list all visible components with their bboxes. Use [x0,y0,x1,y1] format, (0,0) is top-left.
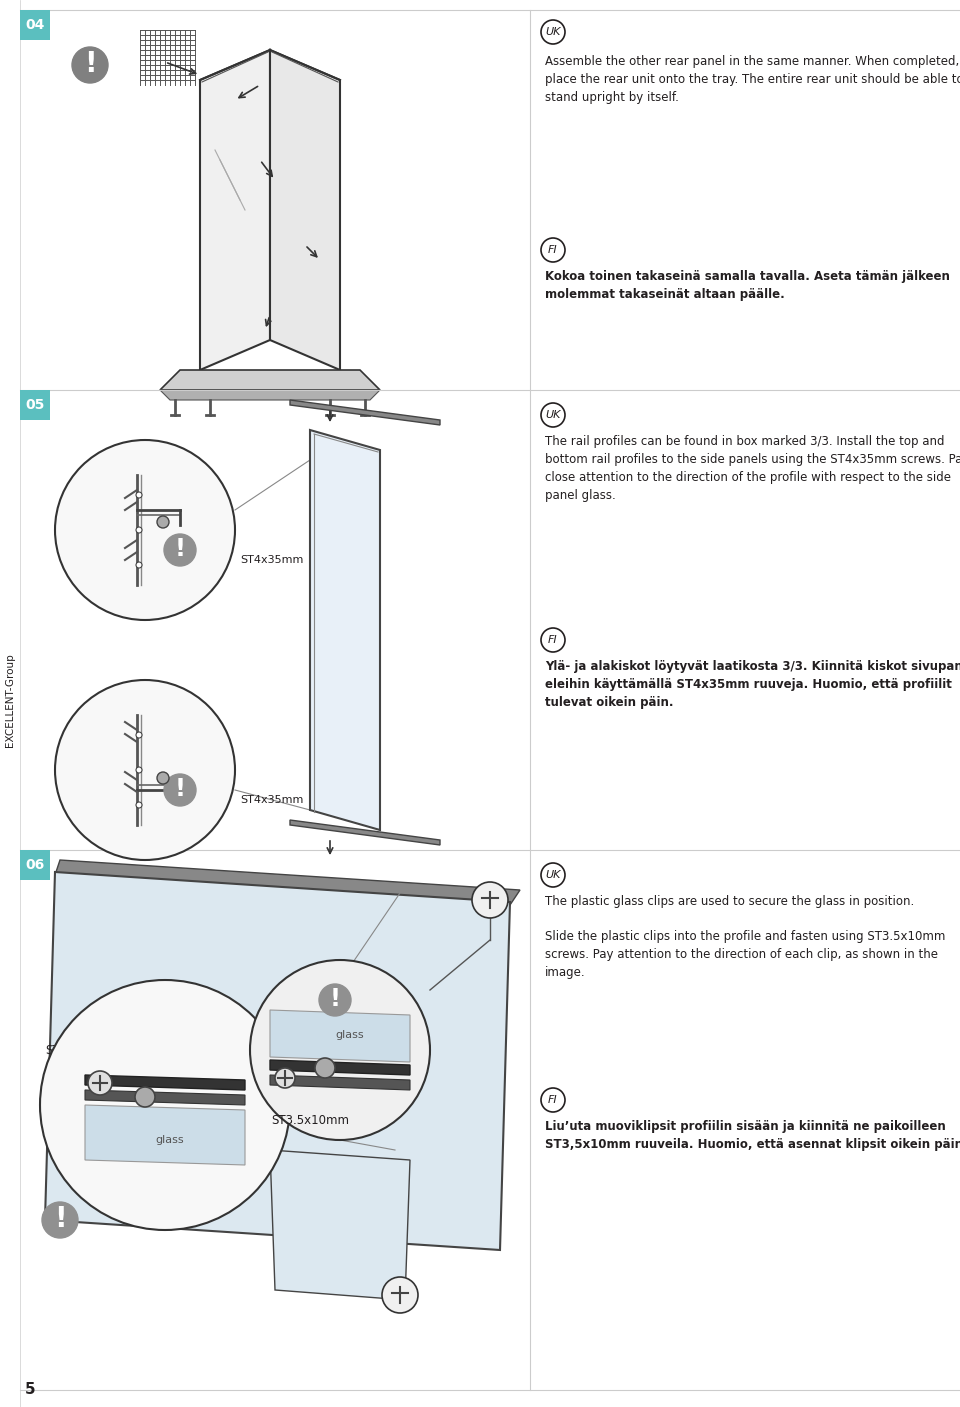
Text: UK: UK [545,409,561,421]
Circle shape [315,1058,335,1078]
Text: glass: glass [156,1135,184,1145]
Polygon shape [270,51,340,370]
Circle shape [136,767,142,772]
Text: FI: FI [548,1095,558,1104]
Circle shape [136,528,142,533]
Polygon shape [310,431,380,830]
Polygon shape [270,1150,410,1300]
Polygon shape [55,860,520,905]
Circle shape [135,1088,155,1107]
Circle shape [164,535,196,566]
Circle shape [136,492,142,498]
Text: !: ! [329,986,341,1010]
Text: The plastic glass clips are used to secure the glass in position.: The plastic glass clips are used to secu… [545,895,914,908]
Circle shape [250,960,430,1140]
Polygon shape [200,51,270,370]
FancyBboxPatch shape [20,850,50,879]
Text: FI: FI [548,635,558,644]
Circle shape [72,46,108,83]
Circle shape [472,882,508,917]
Polygon shape [290,400,440,425]
Text: Ylä- ja alakiskot löytyvät laatikosta 3/3. Kiinnitä kiskot sivupan-
eleihin käyt: Ylä- ja alakiskot löytyvät laatikosta 3/… [545,660,960,709]
Text: !: ! [84,49,96,77]
Circle shape [382,1278,418,1313]
Polygon shape [270,1075,410,1090]
Polygon shape [85,1075,245,1090]
Circle shape [319,983,351,1016]
Text: ST4x35mm: ST4x35mm [240,554,303,566]
Polygon shape [85,1104,245,1165]
Text: Slide the plastic clips into the profile and fasten using ST3.5x10mm
screws. Pay: Slide the plastic clips into the profile… [545,930,946,979]
Polygon shape [290,820,440,846]
Circle shape [275,1068,295,1088]
FancyBboxPatch shape [20,10,50,39]
Text: 04: 04 [25,18,45,32]
Text: 5: 5 [25,1382,36,1397]
Circle shape [55,680,235,860]
Text: EXCELLENT-Group: EXCELLENT-Group [5,653,15,747]
Circle shape [164,774,196,806]
Polygon shape [270,1059,410,1075]
Polygon shape [45,872,510,1249]
Circle shape [40,981,290,1230]
Text: 05: 05 [25,398,45,412]
Circle shape [157,516,169,528]
Circle shape [88,1071,112,1095]
Polygon shape [160,370,380,390]
Text: ST3.5x10mm: ST3.5x10mm [45,1044,123,1057]
Polygon shape [85,1090,245,1104]
Polygon shape [270,1010,410,1062]
Circle shape [157,772,169,784]
Text: Assemble the other rear panel in the same manner. When completed,
place the rear: Assemble the other rear panel in the sam… [545,55,960,104]
Text: ST4x35mm: ST4x35mm [240,795,303,805]
Text: !: ! [175,777,185,801]
Text: !: ! [175,536,185,561]
Text: 06: 06 [25,858,44,872]
Polygon shape [160,390,380,400]
Text: The rail profiles can be found in box marked 3/3. Install the top and
bottom rai: The rail profiles can be found in box ma… [545,435,960,502]
Text: UK: UK [545,870,561,879]
Text: UK: UK [545,27,561,37]
Circle shape [136,802,142,808]
Circle shape [42,1202,78,1238]
Text: glass: glass [336,1030,364,1040]
Text: ST3.5x10mm: ST3.5x10mm [271,1113,349,1127]
Text: Liu’uta muoviklipsit profiilin sisään ja kiinnitä ne paikoilleen
ST3,5x10mm ruuv: Liu’uta muoviklipsit profiilin sisään ja… [545,1120,960,1151]
FancyBboxPatch shape [20,390,50,421]
Text: Kokoa toinen takaseinä samalla tavalla. Aseta tämän jälkeen
molemmat takaseinät : Kokoa toinen takaseinä samalla tavalla. … [545,270,949,301]
Circle shape [136,561,142,568]
Circle shape [136,732,142,739]
Circle shape [55,440,235,620]
Text: FI: FI [548,245,558,255]
Text: !: ! [54,1204,66,1233]
